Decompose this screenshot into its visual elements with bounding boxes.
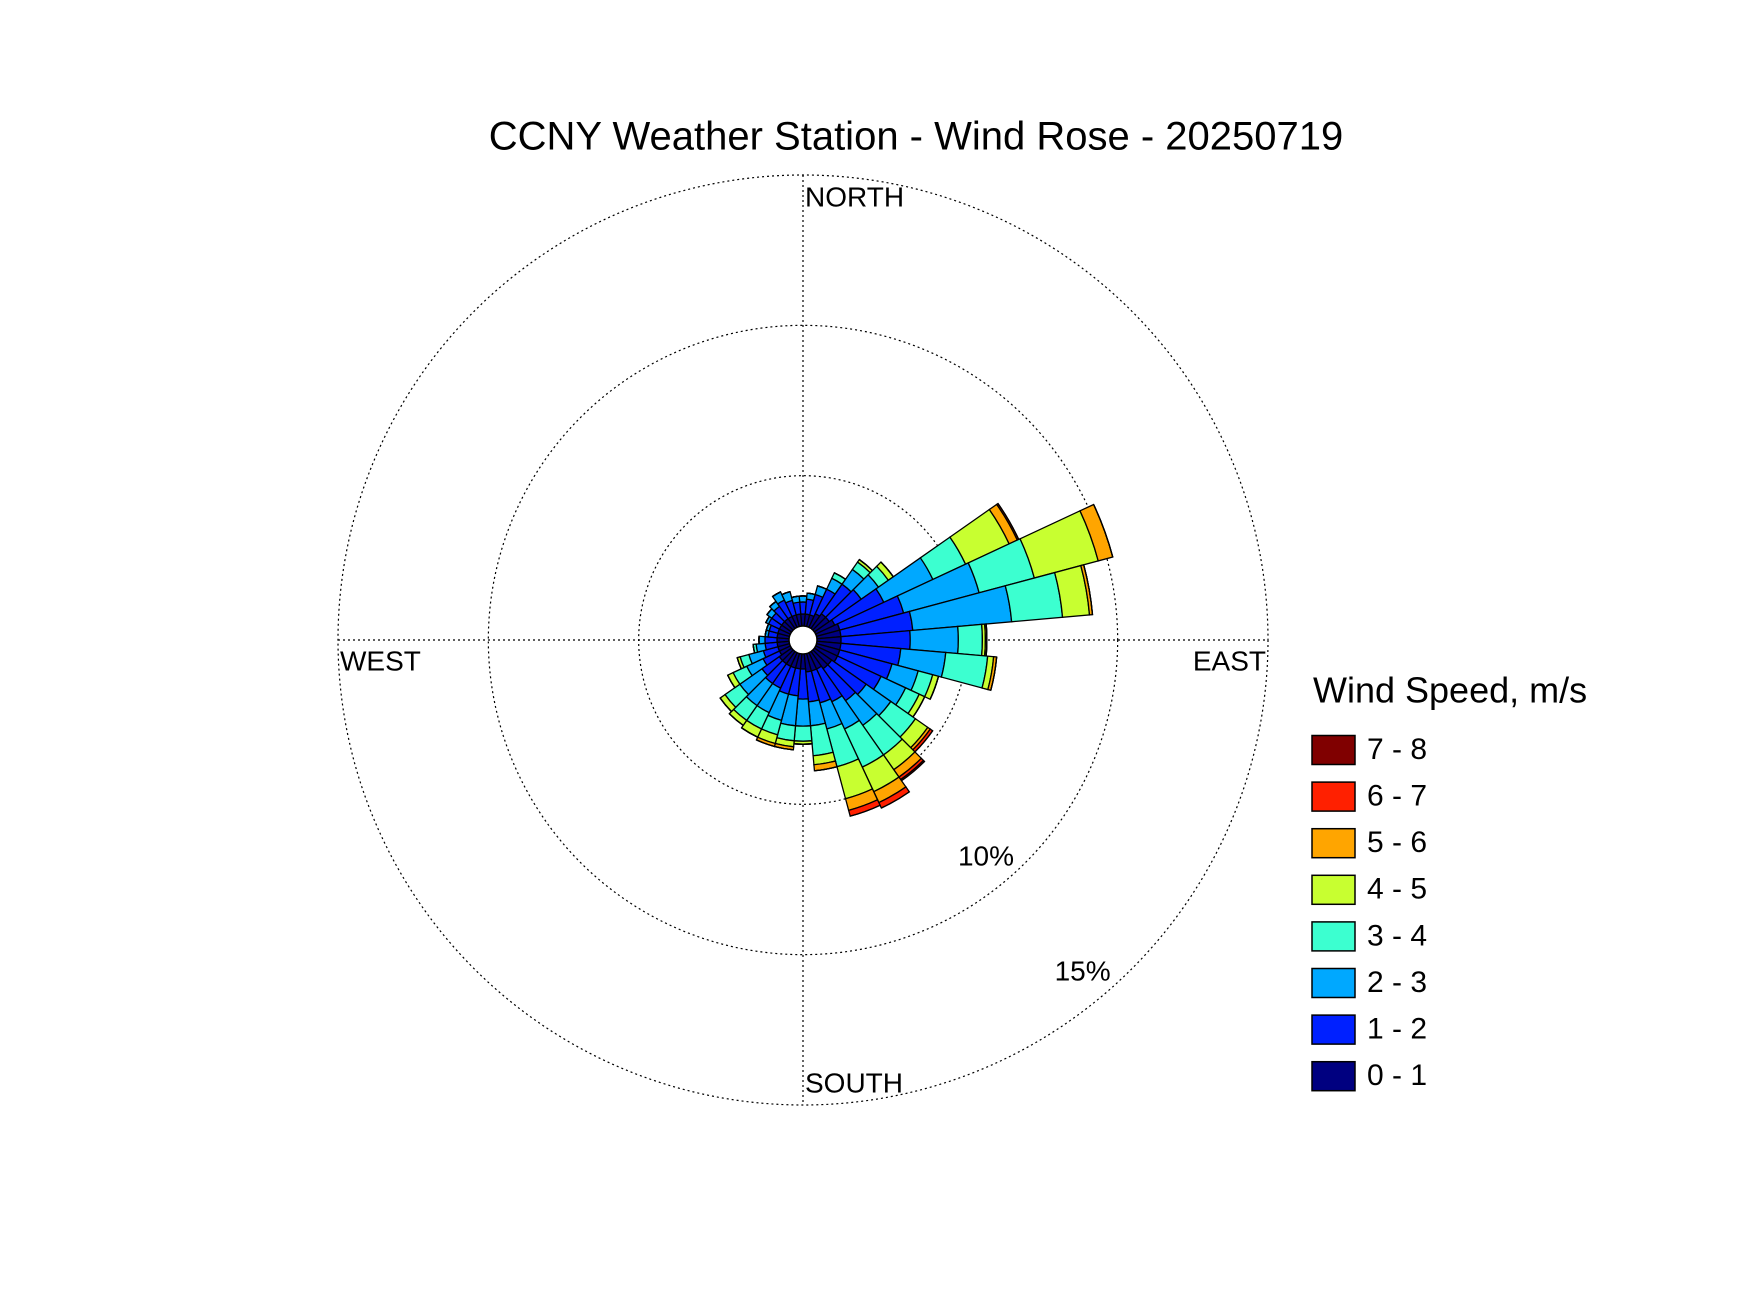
wedge xyxy=(793,725,813,742)
legend-label: 7 - 8 xyxy=(1367,733,1427,766)
wedge xyxy=(1093,504,1114,558)
legend-label: 2 - 3 xyxy=(1367,966,1427,999)
wedge xyxy=(1083,564,1094,615)
wedge xyxy=(758,635,766,645)
wedge xyxy=(728,713,744,726)
grid-ring xyxy=(337,174,1269,1106)
wedge xyxy=(957,623,984,657)
wedge xyxy=(727,674,736,689)
wedge xyxy=(781,590,791,596)
r-tick-label: 15% xyxy=(1055,956,1111,987)
compass-label: EAST xyxy=(1193,645,1266,676)
wedge xyxy=(985,623,988,657)
legend-swatch xyxy=(1311,874,1356,906)
legend-label: 3 - 4 xyxy=(1367,919,1427,952)
legend-swatch xyxy=(1311,921,1356,952)
wedge xyxy=(798,595,808,603)
wedge xyxy=(881,791,910,809)
wedge xyxy=(929,676,940,700)
center-hole xyxy=(788,625,818,655)
wedge xyxy=(791,595,800,599)
legend-label: 4 - 5 xyxy=(1367,873,1427,906)
wedge xyxy=(990,656,998,691)
legend-swatch xyxy=(1311,1060,1356,1092)
wedge xyxy=(756,739,775,748)
legend-swatch xyxy=(1311,1014,1356,1045)
wedge xyxy=(736,657,742,670)
legend-label: 1 - 2 xyxy=(1367,1013,1427,1046)
compass-label: WEST xyxy=(340,645,421,676)
legend-title: Wind Speed, m/s xyxy=(1313,670,1587,711)
chart-title: CCNY Weather Station - Wind Rose - 20250… xyxy=(489,115,1344,159)
legend-label: 6 - 7 xyxy=(1367,780,1427,813)
legend-label: 0 - 1 xyxy=(1367,1059,1427,1092)
grid-ring xyxy=(487,324,1119,956)
r-tick-label: 10% xyxy=(958,840,1014,871)
legend-swatch xyxy=(1311,967,1356,999)
wedge xyxy=(752,644,756,654)
wedge xyxy=(850,804,881,817)
legend-swatch xyxy=(1311,734,1356,766)
legend-label: 5 - 6 xyxy=(1367,826,1427,859)
compass-label: NORTH xyxy=(805,181,904,212)
legend-swatch xyxy=(1311,827,1356,859)
legend-swatch xyxy=(1311,781,1356,812)
compass-label: SOUTH xyxy=(805,1067,903,1098)
wedge xyxy=(741,727,758,738)
